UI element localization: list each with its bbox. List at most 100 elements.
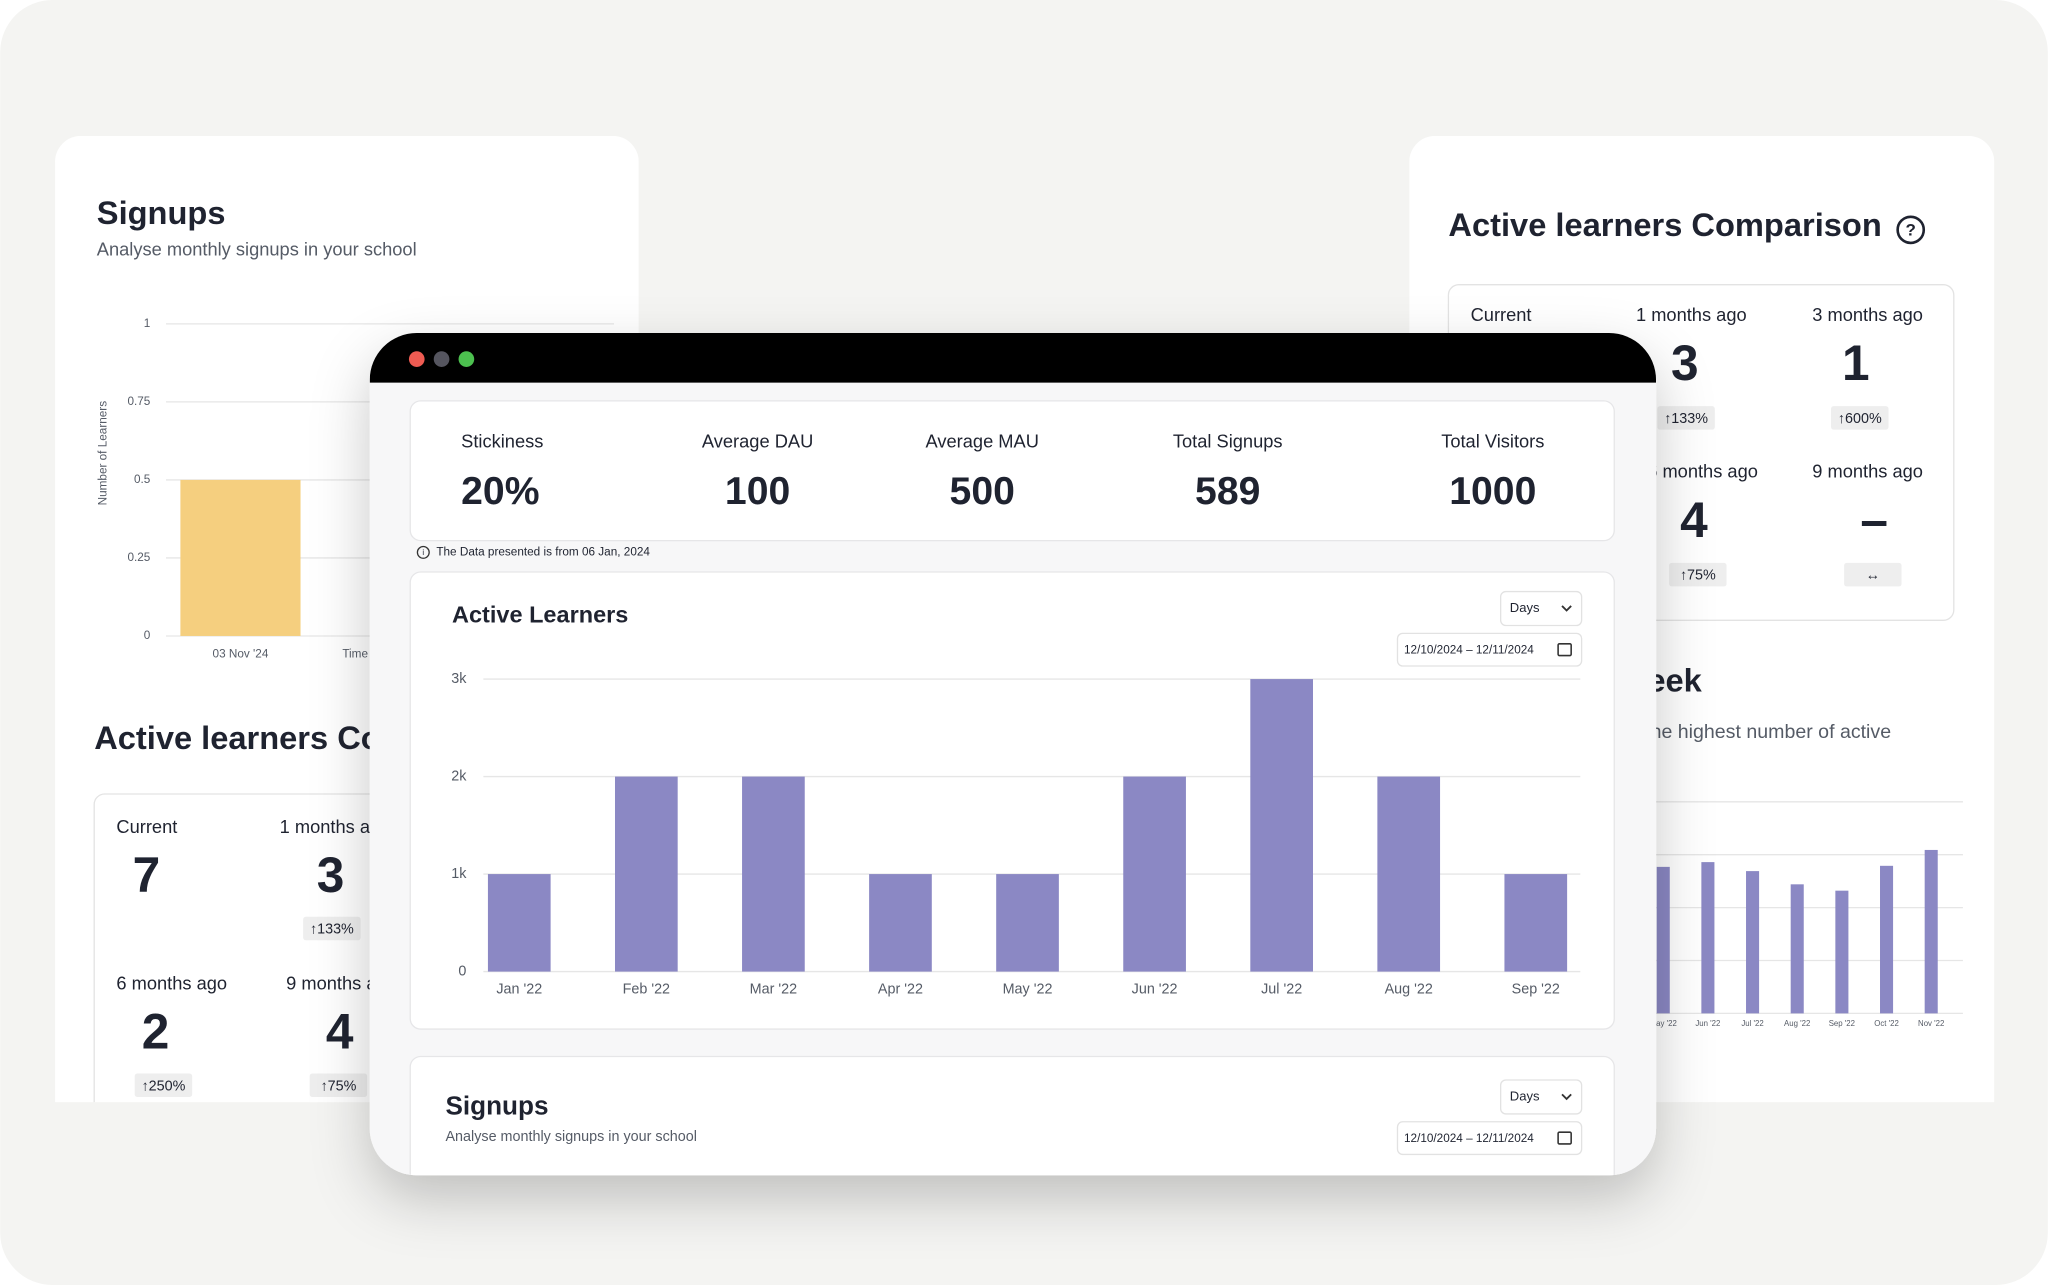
x-tick-label: Jun '22 bbox=[1695, 1019, 1720, 1028]
bar bbox=[1835, 890, 1849, 1014]
compare-label: 1 months ago bbox=[1636, 304, 1747, 325]
bar bbox=[1123, 776, 1186, 972]
y-tick-label: 3k bbox=[451, 671, 467, 687]
stat-value: 500 bbox=[950, 470, 1015, 513]
change-text: ↑250% bbox=[141, 1078, 185, 1094]
stat-value: 20% bbox=[461, 470, 539, 513]
change-text: ↑133% bbox=[1664, 411, 1708, 427]
compare-label: 3 months ago bbox=[1812, 304, 1923, 325]
compare-value: 3 bbox=[1671, 335, 1699, 391]
y-tick-label: 0 bbox=[144, 629, 151, 642]
compare-label: Current bbox=[116, 816, 177, 837]
bar bbox=[1746, 871, 1760, 1014]
calendar-icon bbox=[1557, 643, 1572, 657]
change-badge bbox=[1831, 406, 1889, 430]
y-tick-label: 1k bbox=[451, 866, 467, 882]
range-dropdown[interactable] bbox=[1499, 590, 1583, 627]
stat-value: 100 bbox=[725, 470, 790, 513]
y-tick-label: 0 bbox=[458, 963, 466, 979]
stats-card bbox=[409, 400, 1615, 542]
y-tick-label: 1 bbox=[144, 317, 151, 330]
help-icon-glyph: ? bbox=[1906, 221, 1916, 240]
y-tick-label: 0.5 bbox=[134, 473, 151, 486]
compare-label: 6 months ago bbox=[1647, 461, 1758, 482]
date-picker[interactable] bbox=[1396, 1121, 1583, 1156]
range-text: Days bbox=[1510, 600, 1540, 615]
bar bbox=[1656, 866, 1670, 1014]
y-tick-label: 0.25 bbox=[127, 551, 150, 564]
x-tick-label: Sep '22 bbox=[1512, 982, 1560, 998]
change-badge bbox=[1669, 562, 1727, 587]
bar bbox=[614, 776, 678, 972]
stat-label: Average MAU bbox=[926, 431, 1039, 452]
x-tick-label: Aug '22 bbox=[1385, 982, 1433, 998]
bar bbox=[742, 776, 805, 972]
compare-label: 9 months ago bbox=[286, 972, 397, 993]
compare-label: 9 months ago bbox=[1812, 461, 1923, 482]
change-badge bbox=[1657, 406, 1715, 430]
chart-card bbox=[409, 571, 1615, 1030]
bar bbox=[869, 874, 932, 972]
x-tick-label: May '22 bbox=[1003, 982, 1053, 998]
bar bbox=[1377, 776, 1441, 972]
chevron bbox=[1561, 605, 1572, 612]
bar bbox=[996, 874, 1059, 972]
x-tick-label: Jan '22 bbox=[496, 982, 542, 998]
data-note: The Data presented is from 06 Jan, 2024 bbox=[436, 546, 650, 559]
chart-title: Active Learners bbox=[452, 602, 628, 628]
maximize-dot[interactable] bbox=[458, 351, 475, 367]
change-badge bbox=[303, 916, 361, 941]
stat-label: Stickiness bbox=[461, 431, 543, 452]
x-tick-label: Apr '22 bbox=[878, 982, 923, 998]
compare-value: 3 bbox=[317, 847, 345, 903]
x-tick-label: Oct '22 bbox=[1874, 1019, 1899, 1028]
bar bbox=[180, 479, 301, 636]
bar bbox=[1790, 884, 1804, 1014]
card-subtitle: Analyse monthly signups in your school bbox=[445, 1129, 696, 1145]
card-title: Signups bbox=[97, 194, 226, 231]
bar bbox=[1701, 862, 1715, 1014]
x-tick-label: Mar '22 bbox=[750, 982, 797, 998]
date-text: 12/10/2024 – 12/11/2024 bbox=[1404, 1132, 1534, 1145]
stat-label: Average DAU bbox=[702, 431, 813, 452]
change-text: ↑133% bbox=[310, 922, 354, 938]
calendar-icon bbox=[1557, 1131, 1572, 1145]
stat-value: 1000 bbox=[1449, 470, 1536, 513]
window-titlebar bbox=[369, 333, 1657, 383]
x-tick-label: Sep '22 bbox=[1829, 1019, 1855, 1028]
y-tick-label: 2k bbox=[451, 768, 467, 784]
change-text: ↑75% bbox=[1680, 568, 1716, 584]
compare-value: 4 bbox=[326, 1004, 354, 1060]
change-text: ↔ bbox=[1866, 568, 1880, 584]
info-icon bbox=[416, 545, 430, 559]
minimize-dot[interactable] bbox=[433, 351, 450, 367]
x-tick-label: Feb '22 bbox=[623, 982, 670, 998]
stat-label: Total Visitors bbox=[1441, 431, 1544, 452]
bar bbox=[1880, 865, 1894, 1014]
change-badge bbox=[309, 1073, 368, 1097]
compare-label: Current bbox=[1471, 304, 1532, 325]
x-axis-label: Time bbox=[342, 647, 368, 660]
change-badge bbox=[1844, 562, 1902, 587]
bar bbox=[1504, 874, 1568, 972]
date-picker[interactable] bbox=[1396, 632, 1583, 667]
range-dropdown[interactable] bbox=[1499, 1079, 1583, 1115]
close-dot[interactable] bbox=[408, 351, 425, 367]
bar bbox=[1250, 679, 1313, 972]
x-tick-label: May '22 bbox=[1650, 1019, 1677, 1028]
section-title: Active learners Comparison bbox=[1448, 206, 1881, 243]
stat-label: Total Signups bbox=[1173, 431, 1283, 452]
x-tick-label: Aug '22 bbox=[1784, 1019, 1810, 1028]
change-badge bbox=[134, 1073, 193, 1097]
help-icon[interactable] bbox=[1896, 215, 1926, 245]
card-subtitle: Analyse monthly signups in your school bbox=[97, 239, 417, 260]
chevron bbox=[1561, 1093, 1572, 1101]
bar bbox=[487, 874, 551, 972]
compare-value: 2 bbox=[142, 1004, 170, 1060]
signups-card bbox=[409, 1055, 1615, 1176]
compare-value: 1 bbox=[1842, 335, 1870, 391]
stat-value: 589 bbox=[1195, 470, 1260, 513]
y-tick-label: 0.75 bbox=[127, 395, 150, 408]
